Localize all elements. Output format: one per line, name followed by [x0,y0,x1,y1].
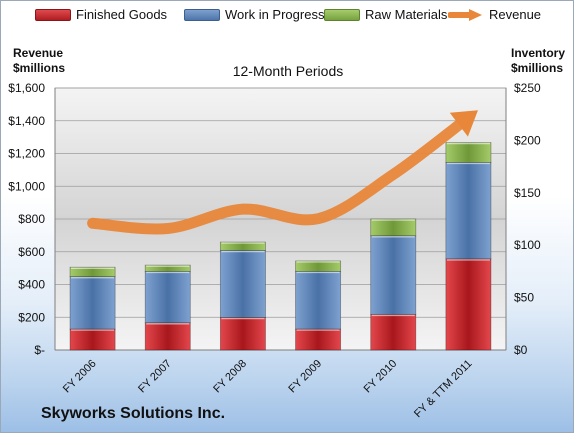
y-left-tick-label: $200 [18,310,45,324]
bar-finished-goods [371,314,416,350]
y-left-tick-label: $600 [18,245,45,259]
bar-work-in-progress [70,277,115,329]
y-left-tick-label: $1,400 [8,114,45,128]
y-right-tick-label: $250 [514,81,541,95]
company-name: Skyworks Solutions Inc. [41,405,225,423]
bar-work-in-progress [371,236,416,315]
x-tick-label: FY 2010 [362,358,400,396]
y-left-tick-label: $1,200 [8,147,45,161]
bar-work-in-progress [145,271,190,322]
y-left-tick-label: $400 [18,278,45,292]
y-right-tick-label: $200 [514,133,541,147]
x-tick-label: FY 2009 [286,358,324,396]
y-right-tick-label: $0 [514,343,528,357]
y-left-tick-label: $1,600 [8,81,45,95]
bar-work-in-progress [296,271,341,329]
y-left-tick-label: $- [34,343,45,357]
bar-work-in-progress [220,250,265,317]
bar-finished-goods [145,323,190,350]
y-left-tick-label: $800 [18,212,45,226]
bar-raw-materials [446,142,491,162]
x-tick-label: FY 2007 [136,358,174,396]
y-right-tick-label: $100 [514,238,541,252]
bar-finished-goods [446,259,491,350]
bar-finished-goods [296,329,341,350]
bar-work-in-progress [446,162,491,258]
bar-raw-materials [371,219,416,236]
bar-finished-goods [70,329,115,350]
x-tick-label: FY 2008 [211,358,249,396]
y-right-tick-label: $50 [514,291,534,305]
y-right-tick-label: $150 [514,186,541,200]
x-tick-label: FY & TTM 2011 [412,358,475,421]
bar-finished-goods [220,318,265,350]
x-tick-label: FY 2006 [61,358,99,396]
y-left-tick-label: $1,000 [8,179,45,193]
